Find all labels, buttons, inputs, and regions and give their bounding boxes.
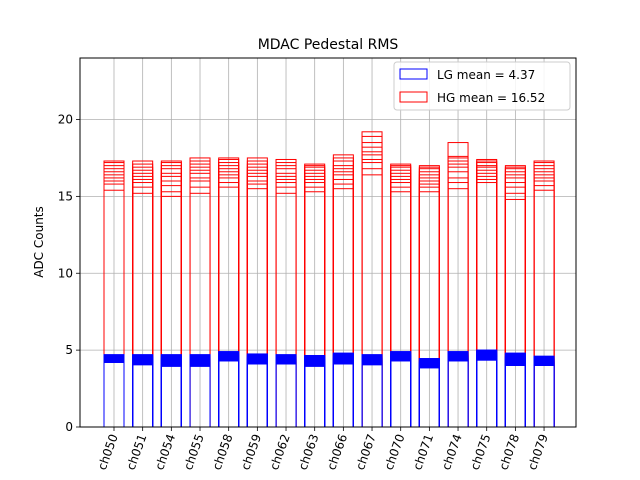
bar-lg-band — [361, 354, 383, 366]
legend: LG mean = 4.37 HG mean = 16.52 — [393, 61, 571, 111]
y-tick-label: 10 — [58, 266, 73, 280]
plot-frame — [79, 57, 577, 428]
bar-lg-band — [533, 355, 555, 366]
bar-lg-band — [504, 352, 526, 367]
bar-lg-band — [304, 355, 326, 367]
bar-lg-band — [189, 354, 211, 367]
bars-group — [103, 131, 555, 428]
bar-lg-band — [332, 352, 354, 365]
legend-label-lg: LG mean = 4.37 — [437, 68, 535, 82]
y-tick-label: 15 — [58, 189, 73, 203]
bar-lg-band — [476, 349, 498, 361]
y-tick-label: 20 — [58, 113, 73, 127]
y-axis: 0 5 10 15 20 — [58, 113, 80, 434]
bar-lg-band — [275, 354, 297, 365]
bar-lg-band — [218, 351, 240, 362]
bar-lg-band — [418, 358, 440, 369]
legend-swatch-hg — [399, 91, 428, 103]
bar-lg-band — [246, 353, 268, 365]
bar-lg-band — [103, 354, 125, 363]
bar-lg-band — [132, 354, 154, 366]
y-tick-label: 5 — [65, 343, 73, 357]
y-tick-label: 0 — [65, 420, 73, 434]
bar-lg-band — [160, 354, 182, 367]
bar-lg-band — [390, 351, 412, 362]
legend-label-hg: HG mean = 16.52 — [437, 91, 545, 105]
legend-box — [393, 61, 571, 111]
y-axis-label: ADC Counts — [32, 206, 46, 278]
bar-lg-band — [447, 351, 469, 362]
chart-title: MDAC Pedestal RMS — [258, 37, 399, 53]
legend-swatch-lg — [399, 68, 428, 80]
